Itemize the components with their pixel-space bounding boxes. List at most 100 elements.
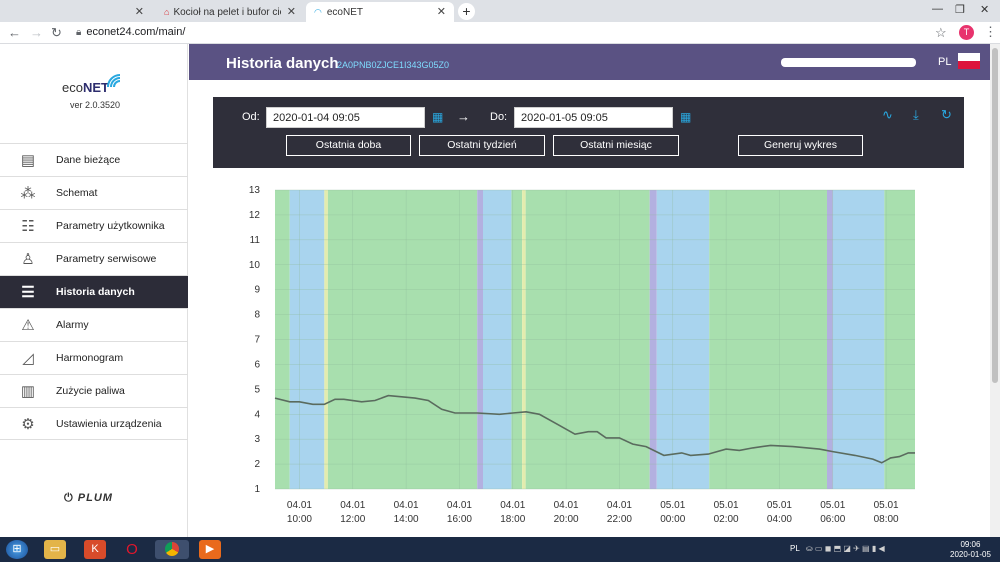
user-params-icon: ☷ [21, 218, 35, 235]
tray-icons[interactable]: ⛀ ▭ ◼ ⬒ ◪ ✈ ▤ ▮ ◀ [806, 544, 885, 553]
forward-arrow-icon[interactable]: → [30, 25, 43, 40]
reload-icon[interactable]: ↻ [51, 25, 62, 40]
sidebar-item-alarms[interactable]: ⚠︎ Alarmy [0, 308, 188, 341]
y-tick-label: 7 [254, 335, 260, 346]
power-icon: ⏻ [64, 492, 74, 504]
x-tick-day-label: 05.01 [660, 500, 685, 511]
sidebar-item-data-history[interactable]: ☰ Historia danych [0, 275, 188, 308]
sidebar-item-schema[interactable]: ⁂ Schemat [0, 176, 188, 209]
last-day-button[interactable]: Ostatnia doba [286, 135, 411, 156]
sidebar-item-device-settings[interactable]: ⚙︎ Ustawienia urządzenia [0, 407, 188, 440]
windows-start-icon[interactable]: ⊞ [6, 540, 28, 559]
browser-tab-active[interactable]: ◠ ecoNET ✕ [306, 2, 454, 22]
bookmark-star-icon[interactable]: ☆ [935, 25, 947, 40]
browser-menu-icon[interactable]: ⋮ [984, 24, 997, 39]
schedule-icon: ◿ [22, 350, 34, 367]
x-tick-day-label: 04.01 [500, 500, 525, 511]
keyboard-language[interactable]: PL [790, 544, 800, 553]
range-arrow: → [457, 109, 470, 124]
calendar-icon[interactable]: ▦ [432, 110, 444, 124]
y-tick-label: 13 [249, 185, 261, 196]
plum-logo: ⏻ PLUM [64, 492, 113, 505]
chart-lines-icon[interactable]: ∿ [882, 107, 893, 122]
sidebar-item-label: Parametry serwisowe [56, 253, 157, 265]
x-tick-day-label: 04.01 [394, 500, 419, 511]
x-tick-day-label: 04.01 [340, 500, 365, 511]
chrome-icon[interactable] [155, 540, 189, 559]
last-month-button[interactable]: Ostatni miesiąc [553, 135, 679, 156]
calendar-icon[interactable]: ▦ [680, 110, 692, 124]
x-tick-time-label: 10:00 [287, 514, 312, 525]
x-tick-day-label: 05.01 [820, 500, 845, 511]
maximize-icon[interactable]: ❐ [955, 4, 965, 16]
plum-brand: PLUM [77, 492, 113, 504]
sidebar-item-label: Alarmy [56, 319, 89, 331]
minimize-icon[interactable]: — [932, 3, 943, 15]
windows-taskbar: ⊞ ▭ K O ▶ PL ⛀ ▭ ◼ ⬒ ◪ ✈ ▤ ▮ ◀ 09:06 202… [0, 537, 1000, 562]
lock-icon: 🔒︎ [76, 27, 82, 38]
history-icon: ☰ [21, 284, 35, 301]
schema-icon: ⁂ [20, 185, 36, 202]
sidebar-item-label: Harmonogram [56, 352, 124, 364]
sidebar-item-user-params[interactable]: ☷ Parametry użytkownika [0, 209, 188, 242]
y-tick-label: 9 [254, 285, 260, 296]
gear-icon: ⚙︎ [21, 415, 35, 433]
x-tick-time-label: 08:00 [874, 514, 899, 525]
close-icon[interactable]: ✕ [286, 6, 296, 18]
sidebar-item-label: Dane bieżące [56, 154, 121, 166]
kodi-app-icon[interactable]: K [84, 540, 106, 559]
x-tick-time-label: 16:00 [447, 514, 472, 525]
back-arrow-icon[interactable]: ← [8, 25, 21, 40]
y-tick-label: 8 [254, 310, 260, 321]
refresh-icon[interactable]: ↻ [941, 107, 952, 122]
close-icon[interactable]: ✕ [436, 6, 446, 18]
system-clock[interactable]: 09:06 2020-01-05 [950, 540, 991, 560]
window-close-icon[interactable]: ✕ [980, 4, 990, 16]
sidebar-item-label: Schemat [56, 187, 98, 199]
address-bar[interactable]: 🔒︎ econet24.com/main/ [76, 26, 185, 38]
x-tick-time-label: 00:00 [660, 514, 685, 525]
user-name-redacted [781, 58, 916, 67]
sidebar-item-service-params[interactable]: ♙ Parametry serwisowe [0, 242, 188, 275]
sidebar: ecoNET ver 2.0.3520 ▤ Dane bieżące ⁂ Sch… [0, 44, 188, 537]
generate-chart-button[interactable]: Generuj wykres [738, 135, 863, 156]
sidebar-item-current-data[interactable]: ▤ Dane bieżące [0, 143, 188, 176]
profile-avatar[interactable]: T [959, 25, 974, 40]
y-tick-label: 6 [254, 359, 260, 370]
scrollbar-thumb[interactable] [992, 48, 998, 383]
poland-flag-icon[interactable] [958, 53, 980, 69]
file-explorer-icon[interactable]: ▭ [44, 540, 66, 559]
page-scrollbar[interactable] [990, 44, 1000, 537]
to-label: Do: [490, 111, 508, 123]
language-label[interactable]: PL [938, 56, 952, 68]
close-icon[interactable]: ✕ [134, 6, 144, 18]
warning-icon: ⚠︎ [21, 317, 35, 334]
browser-tab-1[interactable]: ✕ [4, 2, 152, 22]
sidebar-item-schedule[interactable]: ◿ Harmonogram [0, 341, 188, 374]
x-tick-time-label: 14:00 [394, 514, 419, 525]
to-date-input[interactable] [514, 107, 673, 128]
media-player-icon[interactable]: ▶ [199, 540, 221, 559]
browser-tab-bar: ✕ ⌂ Kocioł na pelet i bufor ciepła - K..… [0, 0, 1000, 22]
sidebar-item-fuel-usage[interactable]: ▥ Zużycie paliwa [0, 374, 188, 407]
x-tick-day-label: 05.01 [874, 500, 899, 511]
clock-date: 2020-01-05 [950, 550, 991, 559]
econet-logo: ecoNET [62, 74, 121, 95]
x-tick-day-label: 05.01 [714, 500, 739, 511]
y-tick-label: 10 [249, 260, 261, 271]
x-tick-time-label: 04:00 [767, 514, 792, 525]
logo-prefix: eco [62, 80, 83, 95]
device-id: 2A0PNB0ZJCE1I343G05Z0 [337, 60, 450, 70]
opera-icon[interactable]: O [126, 541, 138, 558]
y-tick-label: 1 [254, 484, 260, 495]
new-tab-button[interactable]: + [458, 3, 475, 20]
x-tick-time-label: 20:00 [554, 514, 579, 525]
wifi-signal-icon [107, 74, 121, 88]
browser-toolbar: ← → ↻ 🔒︎ econet24.com/main/ ☆ T ⋮ [0, 22, 1000, 44]
last-week-button[interactable]: Ostatni tydzień [419, 135, 545, 156]
document-icon: ▤ [20, 152, 36, 169]
download-icon[interactable]: ⤓ [913, 107, 919, 122]
from-date-input[interactable] [266, 107, 425, 128]
econet-favicon-icon: ◠ [314, 6, 322, 17]
browser-tab-2[interactable]: ⌂ Kocioł na pelet i bufor ciepła - K... … [156, 2, 304, 22]
